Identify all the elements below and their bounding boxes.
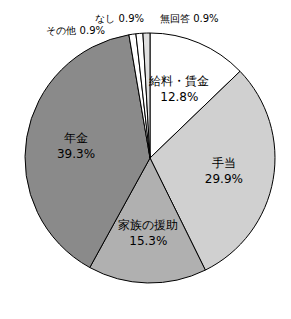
svg-text:給料・賃金12.8%: 給料・賃金12.8% [148,74,209,104]
svg-text:無回答 0.9%: 無回答 0.9% [160,13,219,24]
svg-text:年金39.3%: 年金39.3% [57,131,95,161]
svg-text:その他 0.9%: その他 0.9% [46,25,105,36]
svg-text:手当29.9%: 手当29.9% [205,156,243,186]
svg-text:なし 0.9%: なし 0.9% [95,13,144,24]
svg-text:家族の援助15.3%: 家族の援助15.3% [118,218,178,248]
